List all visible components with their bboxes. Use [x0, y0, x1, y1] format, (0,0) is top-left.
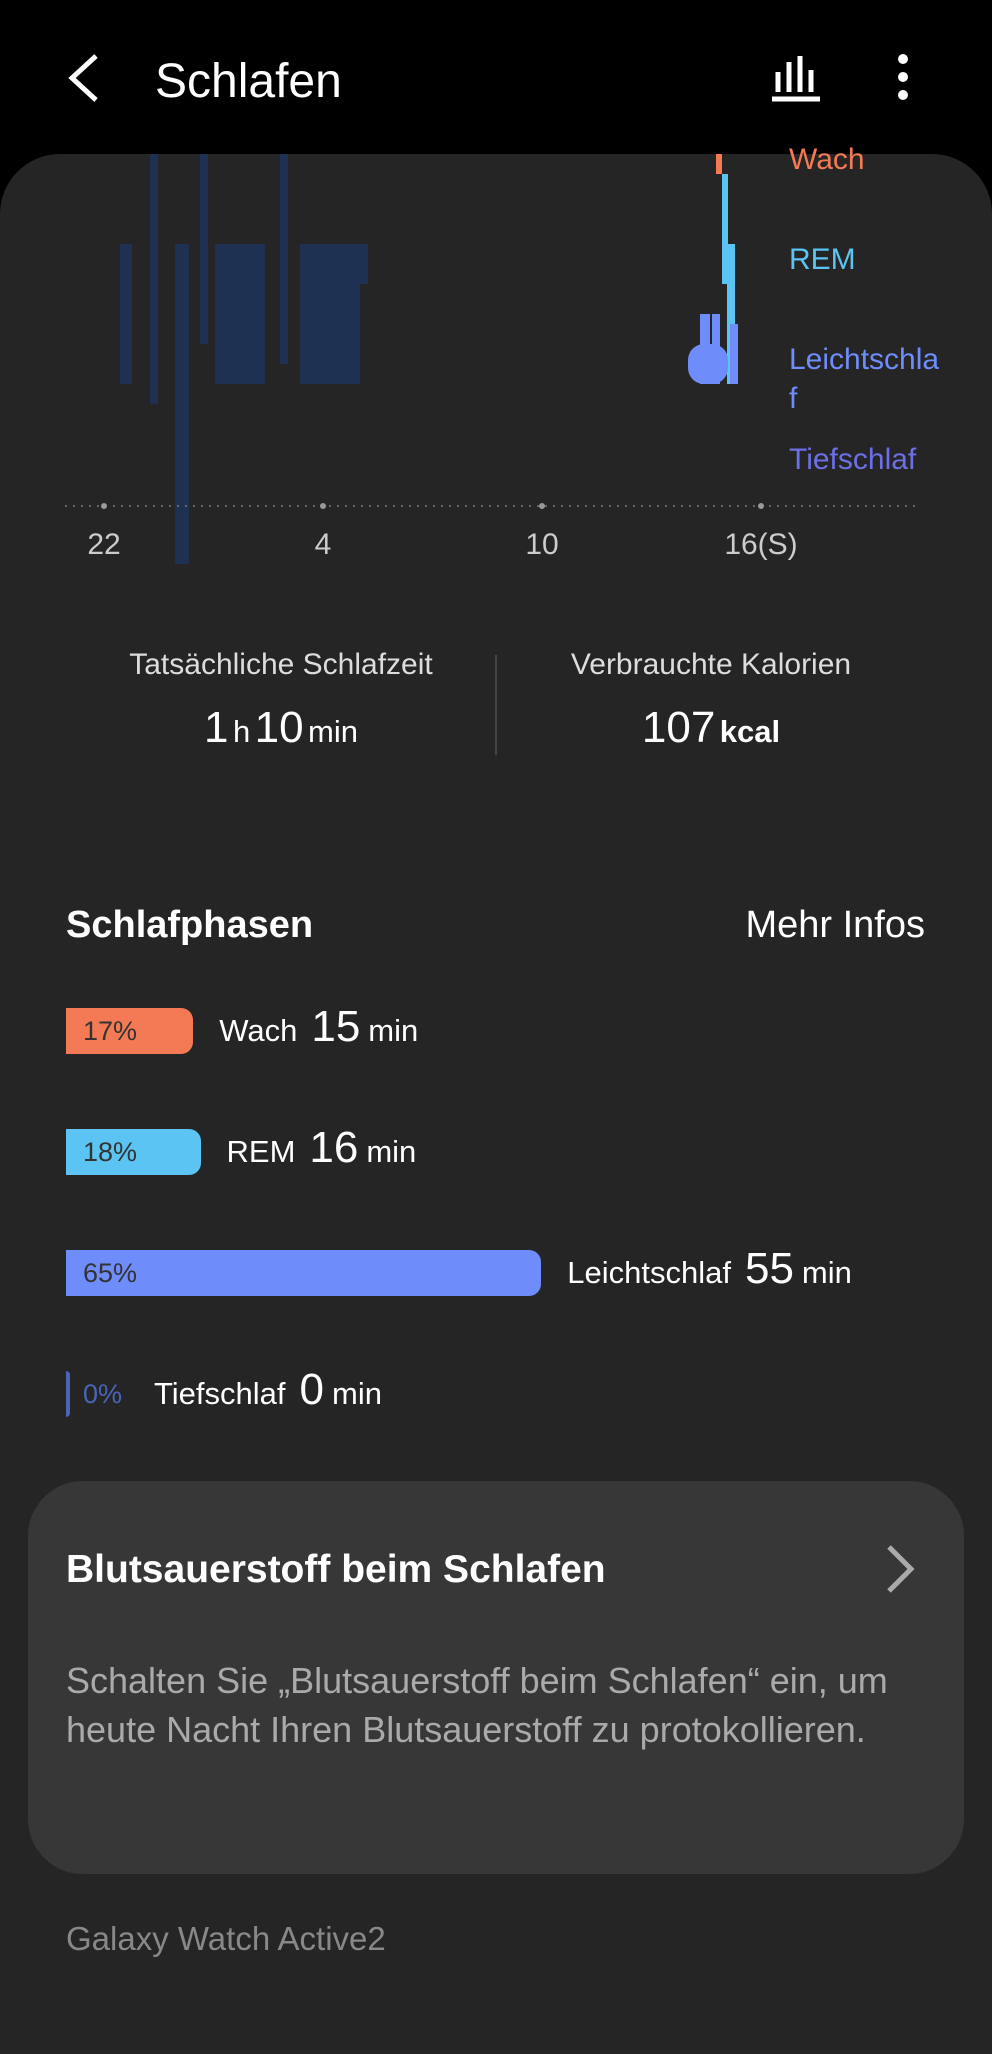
card-title: Blutsauerstoff beim Schlafen	[66, 1548, 606, 1591]
x-tick-label: 4	[315, 528, 332, 561]
more-info-link[interactable]: Mehr Infos	[745, 904, 925, 946]
phase-percent: 18%	[83, 1137, 138, 1167]
page-title: Schlafen	[155, 55, 342, 108]
phase-percent: 17%	[83, 1016, 138, 1046]
divider	[495, 655, 497, 755]
chart-icon[interactable]	[770, 52, 822, 107]
phase-bar	[66, 1250, 542, 1296]
phase-detail: Tiefschlaf 0 min	[154, 1365, 382, 1415]
x-tick-label: 16(S)	[724, 528, 797, 561]
chevron	[887, 1545, 915, 1593]
phase-name: Tiefschlaf	[154, 1376, 286, 1411]
phase-minutes: 55 min	[745, 1244, 852, 1294]
phase-name: Wach	[219, 1013, 298, 1048]
phase-minutes: 15 min	[311, 1002, 418, 1052]
stat-label: Tatsächliche Schlafzeit	[129, 648, 433, 681]
phase-detail: REM 16 min	[227, 1123, 417, 1173]
x-tick	[539, 503, 545, 509]
unit: h	[232, 714, 251, 749]
minutes: 15	[311, 1002, 361, 1051]
spo2-card[interactable]: Blutsauerstoff beim Schlafen Schalten Si…	[28, 1481, 964, 1874]
x-tick	[758, 503, 764, 509]
phase-name: REM	[226, 1134, 296, 1169]
minutes: 0	[299, 1365, 324, 1414]
unit: kcal	[719, 714, 781, 749]
x-tick-label: 22	[87, 528, 120, 561]
hours: 1	[204, 703, 229, 752]
section-title: Schlafphasen	[66, 904, 314, 946]
minutes: 10	[254, 703, 304, 752]
unit: min	[366, 1134, 417, 1169]
phase-name: Leichtschlaf	[567, 1255, 731, 1290]
phase-detail: Wach 15 min	[219, 1002, 418, 1052]
stage-label: Leichtschlaf	[789, 343, 940, 415]
unit: min	[368, 1013, 419, 1048]
stage-label: Tiefschlaf	[789, 443, 917, 476]
stat-value: 107 kcal	[430, 703, 992, 753]
minutes: 16	[309, 1123, 359, 1172]
x-tick	[101, 503, 107, 509]
phase-bar	[66, 1371, 70, 1417]
card-text: Schalten Sie „Blutsauerstoff beim Schlaf…	[66, 1660, 888, 1750]
stage-label: REM	[789, 243, 856, 276]
more-menu[interactable]	[896, 54, 910, 105]
phase-percent: 0%	[83, 1379, 123, 1409]
phase-detail: Leichtschlaf 55 min	[567, 1244, 852, 1294]
phase-minutes: 16 min	[309, 1123, 416, 1173]
x-tick-label: 10	[525, 528, 558, 561]
minutes: 55	[744, 1244, 794, 1293]
unit: min	[801, 1255, 852, 1290]
screen: Schlafen 22 4 10 16(S) Tatsächliche Schlafz…	[0, 50, 992, 2054]
stat-label: Verbrauchte Kalorien	[570, 648, 852, 681]
device-name: Galaxy Watch Active2	[66, 1920, 386, 1957]
stage-label: Wach	[789, 143, 865, 176]
phase-bar	[66, 1129, 201, 1175]
calories: 107	[641, 703, 716, 752]
back-button[interactable]	[60, 50, 110, 111]
phase-bar	[66, 1008, 194, 1054]
stat-value: 1 h 10 min	[0, 703, 562, 753]
phase-minutes: 0 min	[300, 1365, 382, 1415]
x-tick	[320, 503, 326, 509]
sleep-chart: 22 4 10 16(S)	[65, 154, 920, 564]
unit: min	[308, 714, 358, 749]
unit: min	[332, 1376, 382, 1411]
phase-percent: 65%	[83, 1258, 138, 1288]
